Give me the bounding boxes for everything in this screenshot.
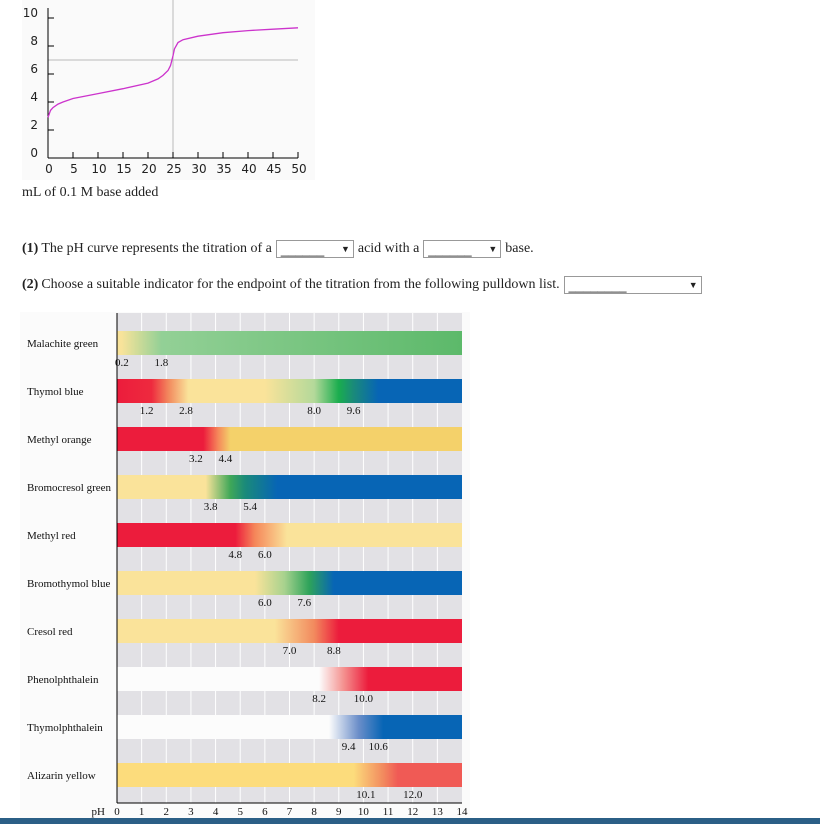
ph-tick-label: 12 — [407, 806, 418, 818]
question-1-text-b: acid with a — [357, 241, 420, 256]
ph-tick-label: 7 — [287, 806, 293, 818]
transition-range-label: 6.0 — [258, 549, 272, 561]
transition-range-label: 4.8 — [228, 549, 242, 561]
base-strength-select[interactable]: ______ ▼ — [423, 240, 502, 258]
ph-tick-label: 9 — [336, 806, 342, 818]
transition-range-label: 6.0 — [258, 597, 272, 609]
indicator-chart: Malachite green 0.2 1.8 Thymol blue 1.2 2.8 8.… — [20, 312, 470, 818]
ph-tick-label: 14 — [457, 806, 469, 818]
ph-tick-label: 10 — [358, 806, 370, 818]
indicator-color-bar — [117, 427, 462, 451]
y-tick-label: 10 — [23, 6, 38, 20]
indicator-name: Malachite green — [27, 338, 99, 350]
ph-tick-label: 3 — [188, 806, 194, 818]
transition-range-label: 12.0 — [403, 789, 423, 801]
indicator-name: Bromocresol green — [27, 482, 111, 494]
y-tick-label: 4 — [30, 90, 38, 104]
indicator-name: Methyl red — [27, 530, 76, 542]
transition-range-label: 1.8 — [154, 357, 168, 369]
transition-range-label: 8.0 — [307, 405, 321, 417]
transition-range-label: 3.2 — [189, 453, 203, 465]
indicator-color-bar — [117, 571, 462, 595]
acid-strength-select[interactable]: ______ ▼ — [275, 240, 354, 258]
question-2: (2) Choose a suitable indicator for the … — [22, 276, 706, 294]
x-tick-label: 45 — [266, 162, 281, 176]
x-tick-label: 0 — [45, 162, 53, 176]
transition-range-label: 8.2 — [312, 693, 326, 705]
indicator-color-bar — [117, 619, 462, 643]
indicator-select[interactable]: ________ ▼ — [563, 276, 702, 294]
transition-range-label: 7.0 — [283, 645, 297, 657]
indicator-name: Thymolphthalein — [27, 722, 103, 734]
indicator-name: Phenolphthalein — [27, 674, 99, 686]
transition-range-label: 9.6 — [347, 405, 361, 417]
y-tick-label: 6 — [30, 62, 38, 76]
ph-tick-label: 6 — [262, 806, 268, 818]
indicator-name: Alizarin yellow — [27, 770, 96, 782]
x-tick-label: 5 — [70, 162, 78, 176]
x-tick-label: 10 — [91, 162, 106, 176]
plot-background — [22, 0, 315, 180]
ph-tick-label: 4 — [213, 806, 219, 818]
y-tick-label: 8 — [30, 34, 38, 48]
x-tick-label: 15 — [116, 162, 131, 176]
indicator-color-bar — [117, 667, 462, 691]
transition-range-label: 8.8 — [327, 645, 341, 657]
indicator-name: Thymol blue — [27, 386, 84, 398]
x-tick-label: 25 — [166, 162, 181, 176]
bottom-bar — [0, 818, 820, 824]
indicator-name: Methyl orange — [27, 434, 92, 446]
question-1: (1) The pH curve represents the titratio… — [22, 240, 534, 258]
transition-range-label: 7.6 — [297, 597, 311, 609]
ph-tick-label: 1 — [139, 806, 145, 818]
indicator-color-bar — [117, 715, 462, 739]
chevron-down-icon: ▼ — [340, 244, 350, 254]
x-tick-label: 20 — [141, 162, 156, 176]
transition-range-label: 10.1 — [356, 789, 375, 801]
ph-tick-label: 8 — [311, 806, 317, 818]
indicator-color-bar — [117, 763, 462, 787]
indicator-color-bar — [117, 475, 462, 499]
transition-range-label: 3.8 — [204, 501, 218, 513]
ph-tick-label: 5 — [237, 806, 243, 818]
ph-tick-label: 0 — [114, 806, 120, 818]
x-axis-label: pH — [92, 806, 106, 818]
titration-curve-chart: 0 5 10 15 20 25 30 35 40 45 50 0 2 4 6 8 10 — [22, 0, 315, 180]
question-2-text: Choose a suitable indicator for the endp… — [41, 277, 560, 292]
question-1-number: (1) — [22, 241, 39, 256]
base-strength-value: ______ — [428, 241, 472, 257]
indicator-color-bar — [117, 331, 462, 355]
transition-range-label: 4.4 — [219, 453, 233, 465]
transition-range-label: 10.6 — [369, 741, 389, 753]
question-1-text-c: base. — [505, 241, 534, 256]
x-tick-label: 40 — [241, 162, 256, 176]
ph-tick-label: 2 — [164, 806, 170, 818]
chevron-down-icon: ▼ — [488, 244, 498, 254]
ph-curve-line — [47, 27, 299, 118]
ph-tick-label: 13 — [432, 806, 444, 818]
ph-tick-label: 11 — [383, 806, 394, 818]
curve-x-axis-label: mL of 0.1 M base added — [22, 185, 159, 200]
chevron-down-icon: ▼ — [688, 280, 698, 290]
indicator-value: ________ — [568, 277, 627, 293]
y-tick-label: 0 — [30, 146, 38, 160]
indicator-color-bar — [117, 379, 462, 403]
transition-range-label: 10.0 — [354, 693, 374, 705]
x-tick-label: 30 — [191, 162, 206, 176]
indicator-name: Bromothymol blue — [27, 578, 111, 590]
indicator-name: Cresol red — [27, 626, 73, 638]
question-2-number: (2) — [22, 277, 39, 292]
transition-range-label: 2.8 — [179, 405, 193, 417]
transition-range-label: 0.2 — [115, 357, 129, 369]
x-tick-label: 50 — [291, 162, 306, 176]
transition-range-label: 1.2 — [140, 405, 154, 417]
transition-range-label: 9.4 — [342, 741, 356, 753]
acid-strength-value: ______ — [280, 241, 325, 257]
indicator-color-bar — [117, 523, 462, 547]
question-1-text-a: The pH curve represents the titration of… — [41, 241, 272, 256]
x-tick-label: 35 — [216, 162, 231, 176]
transition-range-label: 5.4 — [243, 501, 257, 513]
y-tick-label: 2 — [30, 118, 38, 132]
